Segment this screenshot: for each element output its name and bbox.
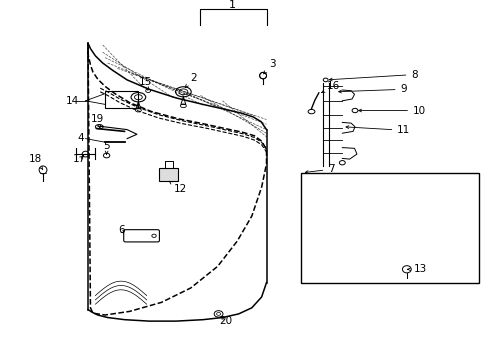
Text: 4: 4 xyxy=(77,132,84,143)
Bar xyxy=(105,91,138,108)
Text: 12: 12 xyxy=(169,181,186,194)
Text: 15: 15 xyxy=(139,77,152,90)
Text: 11: 11 xyxy=(346,125,410,135)
Text: 16: 16 xyxy=(321,81,340,93)
Text: 17: 17 xyxy=(72,154,86,164)
Bar xyxy=(159,168,178,181)
Text: 7: 7 xyxy=(305,164,334,174)
Text: 10: 10 xyxy=(358,105,425,116)
Bar xyxy=(300,173,478,283)
Text: 14: 14 xyxy=(65,96,79,106)
Text: 3: 3 xyxy=(263,59,275,74)
Text: 18: 18 xyxy=(28,154,42,169)
Text: 20: 20 xyxy=(219,316,232,326)
Text: 1: 1 xyxy=(228,0,235,10)
Text: 2: 2 xyxy=(185,73,196,87)
Text: 8: 8 xyxy=(329,69,417,81)
Text: 6: 6 xyxy=(118,225,124,235)
Text: 19: 19 xyxy=(91,114,104,128)
Text: 13: 13 xyxy=(407,264,427,274)
Text: 9: 9 xyxy=(338,84,407,94)
Text: 5: 5 xyxy=(103,141,110,154)
